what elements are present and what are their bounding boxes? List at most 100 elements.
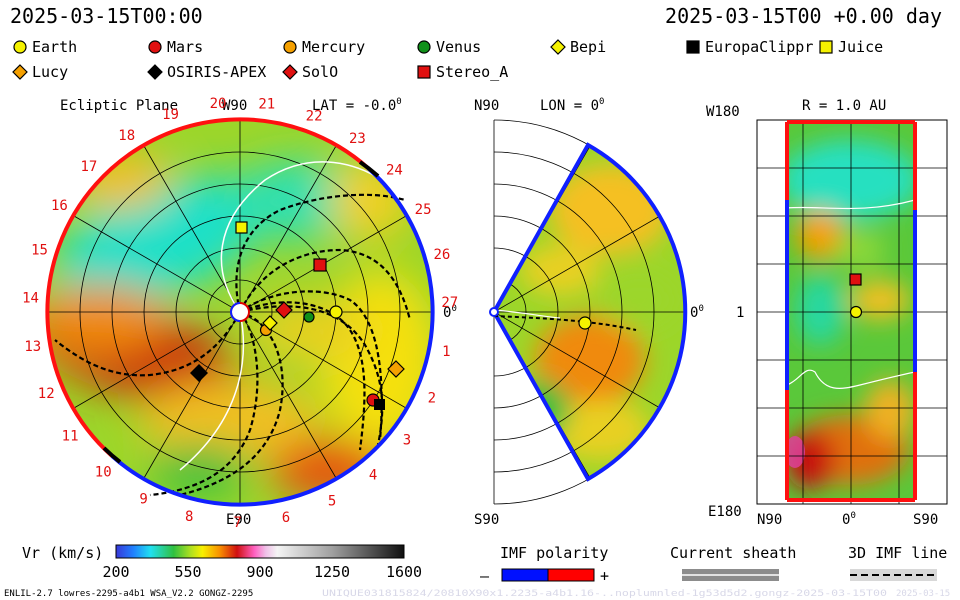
- circle-icon: [13, 40, 27, 54]
- sphere-mid-left: 1: [736, 305, 744, 321]
- ecliptic-right-label: 00: [443, 304, 457, 321]
- carrington-label: 27: [441, 295, 458, 311]
- meridional-right-label: 00: [690, 304, 704, 321]
- imf-line-legend: 3D IMF line: [848, 544, 947, 581]
- legend-item-label: Venus: [436, 38, 482, 56]
- diamond-icon: [147, 64, 163, 80]
- lat-label: LAT = -0.00: [312, 97, 402, 114]
- square-icon: [417, 65, 431, 79]
- legend-item-label: EuropaClippr: [705, 38, 814, 56]
- imf-polarity-legend: IMF polarity – +: [480, 544, 609, 585]
- carrington-label: 6: [282, 510, 290, 526]
- circle-icon: [417, 40, 431, 54]
- carrington-label: 7: [233, 515, 241, 531]
- square-icon: [819, 40, 833, 54]
- carrington-label: 9: [139, 492, 147, 508]
- carrington-label: 4: [369, 467, 377, 483]
- square-icon: [686, 40, 700, 54]
- lucy-marker: [387, 360, 405, 378]
- colorbar-ticks: 200 550 900 1250 1600: [102, 563, 422, 581]
- carrington-label: 19: [162, 107, 179, 123]
- colorbar-tick: 1600: [386, 563, 422, 581]
- carrington-label: 13: [24, 339, 41, 355]
- legend-item-label: Earth: [32, 38, 78, 56]
- carrington-label: 26: [433, 247, 450, 263]
- current-sheath-label: Current sheath: [670, 544, 796, 562]
- venus-marker: [303, 311, 315, 323]
- carrington-label: 12: [38, 386, 55, 402]
- imf-polarity-label: IMF polarity: [500, 544, 608, 562]
- carrington-label: 23: [349, 131, 366, 147]
- sphere-title: R = 1.0 AU: [802, 98, 886, 114]
- legend-item-bepi: Bepi: [550, 38, 606, 56]
- legend-item-earth: Earth: [12, 38, 77, 56]
- colorbar-tick: 1250: [314, 563, 350, 581]
- imf-minus: –: [480, 567, 490, 585]
- osiris-apex-marker: [190, 364, 208, 382]
- colorbar-label: Vr (km/s): [22, 544, 103, 562]
- legend-item-mars: Mars: [147, 38, 203, 56]
- stereo-a-marker: [313, 258, 327, 272]
- carrington-label: 22: [306, 109, 323, 125]
- date-left: 2025-03-15T00:00: [10, 4, 203, 28]
- legend-item-stereo-a: Stereo_A: [416, 63, 508, 81]
- legend-item-lucy: Lucy: [12, 63, 68, 81]
- diamond-icon: [550, 39, 566, 55]
- imf-line-label: 3D IMF line: [848, 544, 947, 562]
- carrington-label: 3: [403, 432, 411, 448]
- legend-item-juice: Juice: [818, 38, 883, 56]
- stereo-a-marker-sphere: [849, 273, 862, 286]
- earth-marker: [329, 305, 343, 319]
- circle-icon: [148, 40, 162, 54]
- diamond-icon: [282, 64, 298, 80]
- legend-item-label: Mars: [167, 38, 204, 56]
- carrington-label: 18: [118, 128, 135, 144]
- footer-left: ENLIL-2.7 lowres-2295-a4b1 WSA_V2.2 GONG…: [4, 589, 253, 599]
- carrington-label: 2: [428, 390, 436, 406]
- colorbar-tick: 550: [174, 563, 201, 581]
- carrington-label: 10: [95, 464, 112, 480]
- sphere-bottom-s: S90: [913, 512, 938, 528]
- colorbar-tick: 900: [246, 563, 273, 581]
- carrington-label: 15: [31, 242, 48, 258]
- legend-item-solo: SolO: [282, 63, 338, 81]
- current-sheath-legend: Current sheath: [670, 544, 796, 581]
- carrington-label: 14: [22, 290, 39, 306]
- legend-item-label: OSIRIS-APEX: [167, 63, 267, 81]
- carrington-label: 24: [386, 163, 403, 179]
- legend-item-label: Bepi: [570, 38, 607, 56]
- ecliptic-plane-plot: Ecliptic Plane W90 LAT = -0.00 00 E90 20…: [22, 96, 458, 531]
- carrington-label: 11: [62, 428, 79, 444]
- footer-right-faded: UNIQUE031815824/20810X90x1.2235-a4b1.16-…: [322, 589, 887, 599]
- sphere-bottom-n: N90: [757, 512, 782, 528]
- ecliptic-bottom-label: E90: [226, 512, 251, 528]
- carrington-longitude-labels: 20 21222324252627123456789101112131415161…: [22, 96, 458, 531]
- carrington-label: 5: [328, 494, 336, 510]
- ecliptic-title: Ecliptic Plane: [60, 98, 178, 114]
- sphere-bottom-mid: 00: [842, 511, 856, 528]
- ecliptic-top-label: W90: [222, 98, 247, 114]
- carrington-label: 17: [80, 159, 97, 175]
- sphere-bottom-left: E180: [708, 504, 742, 520]
- carrington-label: 8: [185, 509, 193, 525]
- imf-plus: +: [600, 567, 609, 585]
- bepi-marker: [262, 315, 278, 331]
- carrington-label: 16: [51, 198, 68, 214]
- meridional-bottom-label: S90: [474, 512, 499, 528]
- legend-item-label: Lucy: [32, 63, 69, 81]
- legend-item-europaclippr: EuropaClippr: [685, 38, 813, 56]
- legend-item-label: Stereo_A: [436, 63, 509, 81]
- meridional-top-label: N90: [474, 98, 499, 114]
- legend-item-osiris-apex: OSIRIS-APEX: [147, 63, 266, 81]
- footer-right-date: 2025-03-15: [896, 589, 950, 599]
- carrington-label: 21: [258, 97, 275, 113]
- legend-item-label: Mercury: [302, 38, 366, 56]
- earth-marker-meridional: [578, 316, 592, 330]
- diamond-icon: [12, 64, 28, 80]
- lon-label: LON = 00: [540, 97, 604, 114]
- europaclipper-marker: [374, 399, 385, 410]
- legend-item-label: SolO: [302, 63, 339, 81]
- colorbar: Vr (km/s) 200 550 900 1250 1600: [22, 544, 422, 581]
- imf-plus-bar: [547, 568, 595, 582]
